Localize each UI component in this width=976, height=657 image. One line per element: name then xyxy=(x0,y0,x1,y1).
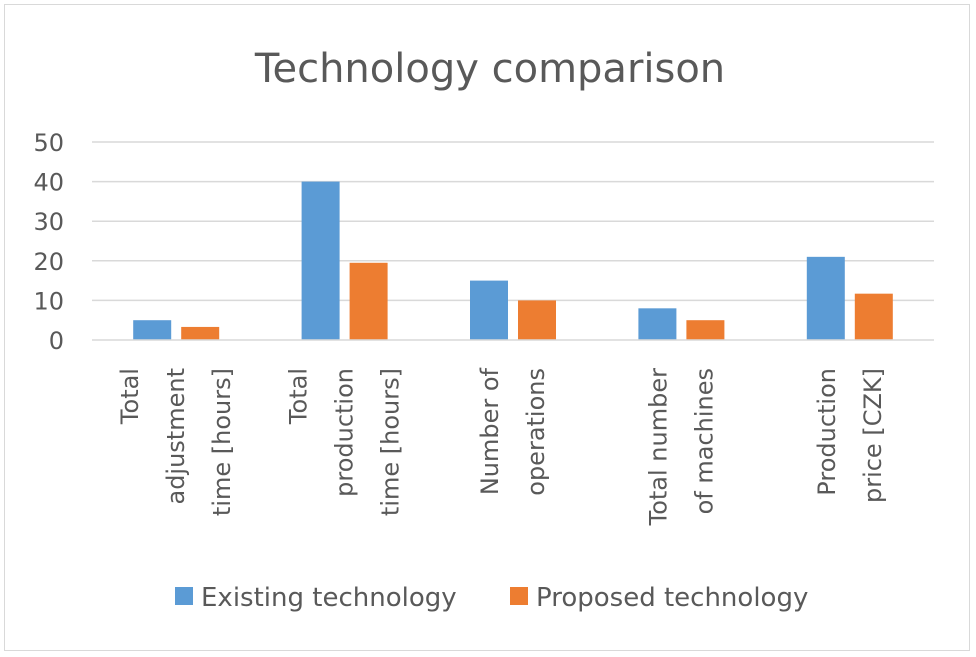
x-category-label: operations xyxy=(522,368,550,496)
x-category-label: of machines xyxy=(690,368,718,514)
x-category-label: Total number xyxy=(644,368,672,526)
x-category-label: Production xyxy=(813,368,841,496)
legend: Existing technology Proposed technology xyxy=(175,583,808,613)
bar-proposed-0 xyxy=(181,326,220,340)
x-category-label: time [hours] xyxy=(208,368,236,516)
gridlines xyxy=(92,141,934,302)
y-tick-label: 30 xyxy=(33,208,64,236)
x-category-label: Total xyxy=(116,368,144,425)
bar-proposed-3 xyxy=(686,320,725,340)
bar-proposed-2 xyxy=(518,300,556,340)
legend-swatch-proposed xyxy=(510,587,528,605)
bar-existing-4 xyxy=(806,256,845,340)
y-axis-ticks: 0 10 20 30 40 50 xyxy=(33,129,64,355)
y-tick-label: 50 xyxy=(33,129,64,157)
x-category-label: Total xyxy=(285,368,313,425)
x-axis-category-labels: Total adjustment time [hours] Total producti… xyxy=(116,367,887,526)
x-category-label: Number of xyxy=(476,367,504,495)
legend-swatch-existing xyxy=(175,587,193,605)
x-category-label: production xyxy=(331,368,359,497)
y-tick-label: 10 xyxy=(33,287,64,315)
y-tick-label: 0 xyxy=(49,327,64,355)
legend-label-existing: Existing technology xyxy=(201,583,457,613)
bar-existing-1 xyxy=(301,181,340,340)
bar-existing-3 xyxy=(638,308,677,340)
bar-existing-2 xyxy=(470,280,508,340)
x-category-label: time [hours] xyxy=(377,368,405,516)
chart-title: Technology comparison xyxy=(254,46,725,92)
y-tick-label: 20 xyxy=(33,248,64,276)
bar-proposed-1 xyxy=(349,262,388,340)
bar-existing-0 xyxy=(133,320,172,340)
x-category-label: price [CZK] xyxy=(859,368,887,503)
legend-label-proposed: Proposed technology xyxy=(536,583,808,613)
x-category-label: adjustment xyxy=(162,368,190,505)
y-tick-label: 40 xyxy=(33,169,64,197)
bars xyxy=(133,181,893,340)
bar-proposed-4 xyxy=(854,293,893,340)
